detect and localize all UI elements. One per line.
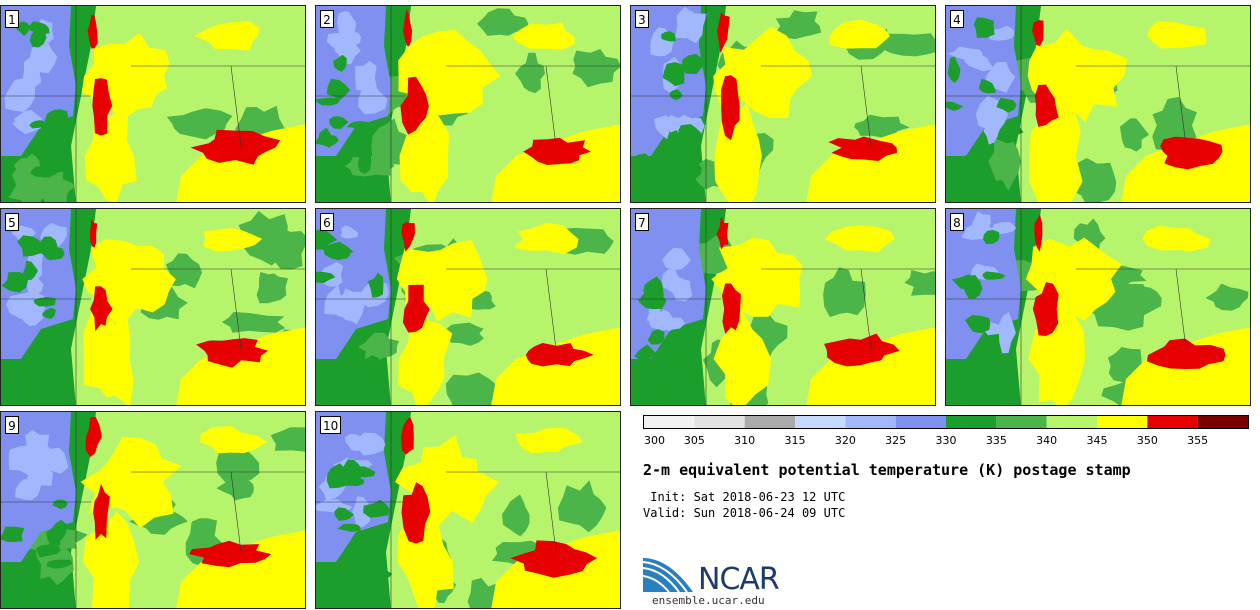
colorbar-segment — [795, 416, 846, 428]
temperature-field-map — [316, 6, 620, 202]
panel-number: 6 — [320, 213, 334, 231]
postage-stamp-panel: 7 — [630, 208, 936, 406]
colorbar-segment — [1197, 416, 1248, 428]
temperature-field-map — [946, 209, 1250, 405]
colorbar-tick-label: 325 — [885, 434, 907, 447]
colorbar-segment — [1147, 416, 1198, 428]
colorbar-tick-label: 345 — [1086, 434, 1108, 447]
colorbar-tick-label: 330 — [935, 434, 957, 447]
panel-number: 8 — [950, 213, 964, 231]
panel-number: 4 — [950, 10, 964, 28]
temperature-field-map — [631, 6, 935, 202]
ncar-logo-icon — [643, 558, 693, 593]
colorbar-tick-label: 300 — [644, 434, 665, 447]
temperature-field-map — [1, 209, 305, 405]
colorbar-segment — [694, 416, 745, 428]
temperature-field-map — [316, 209, 620, 405]
colorbar-tick-label: 350 — [1136, 434, 1158, 447]
panel-number: 2 — [320, 10, 334, 28]
colorbar-tick-label: 310 — [734, 434, 756, 447]
colorbar-segment — [996, 416, 1047, 428]
colorbar-tick-label: 315 — [784, 434, 806, 447]
colorbar-segment — [895, 416, 946, 428]
panel-number: 1 — [5, 10, 19, 28]
postage-stamp-panel: 10 — [315, 411, 621, 609]
colorbar-segment — [1097, 416, 1148, 428]
colorbar-tick-label: 340 — [1036, 434, 1058, 447]
colorbar-segment — [845, 416, 896, 428]
postage-stamp-panel: 3 — [630, 5, 936, 203]
website-url: ensemble.ucar.edu — [652, 594, 765, 607]
panel-number: 10 — [320, 416, 342, 434]
panel-number: 9 — [5, 416, 19, 434]
postage-stamp-panel: 8 — [945, 208, 1251, 406]
panel-number: 5 — [5, 213, 19, 231]
colorbar-tick-label: 320 — [834, 434, 856, 447]
postage-stamp-panel: 5 — [0, 208, 306, 406]
valid-time: Valid: Sun 2018-06-24 09 UTC — [643, 506, 846, 520]
colorbar-segment — [946, 416, 997, 428]
ncar-logo-text: NCAR — [698, 562, 780, 597]
postage-stamp-panel: 4 — [945, 5, 1251, 203]
colorbar-tick-label: 335 — [985, 434, 1007, 447]
postage-stamp-panel: 6 — [315, 208, 621, 406]
postage-stamp-panel: 1 — [0, 5, 306, 203]
colorbar-segment — [1046, 416, 1097, 428]
init-time: Init: Sat 2018-06-23 12 UTC — [643, 490, 846, 504]
temperature-field-map — [1, 412, 305, 608]
postage-stamp-panel: 9 — [0, 411, 306, 609]
colorbar-tick-label: 305 — [683, 434, 705, 447]
colorbar — [643, 415, 1249, 429]
postage-stamp-panel: 2 — [315, 5, 621, 203]
temperature-field-map — [1, 6, 305, 202]
colorbar-segment — [644, 416, 695, 428]
panel-number: 7 — [635, 213, 649, 231]
panel-number: 3 — [635, 10, 649, 28]
colorbar-tick-label: 355 — [1187, 434, 1209, 447]
temperature-field-map — [316, 412, 620, 608]
colorbar-segment — [744, 416, 795, 428]
temperature-field-map — [631, 209, 935, 405]
temperature-field-map — [946, 6, 1250, 202]
map-title: 2-m equivalent potential temperature (K)… — [643, 461, 1131, 479]
time-info: Init: Sat 2018-06-23 12 UTC Valid: Sun 2… — [643, 489, 845, 521]
